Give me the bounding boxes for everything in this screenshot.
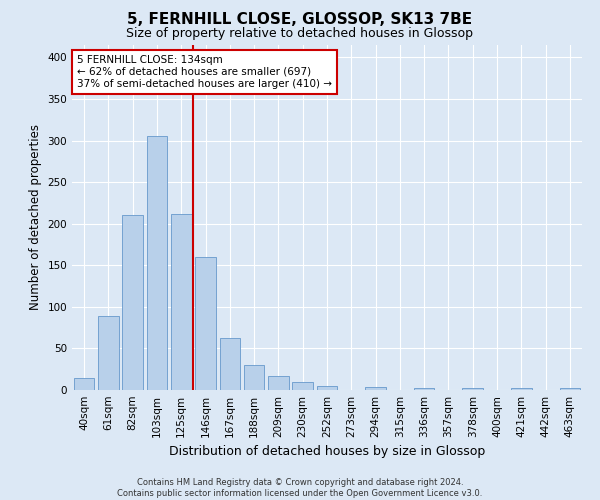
Text: Contains HM Land Registry data © Crown copyright and database right 2024.
Contai: Contains HM Land Registry data © Crown c… bbox=[118, 478, 482, 498]
Bar bbox=[292, 382, 313, 390]
Bar bbox=[560, 388, 580, 390]
Text: 5 FERNHILL CLOSE: 134sqm
← 62% of detached houses are smaller (697)
37% of semi-: 5 FERNHILL CLOSE: 134sqm ← 62% of detach… bbox=[77, 56, 332, 88]
X-axis label: Distribution of detached houses by size in Glossop: Distribution of detached houses by size … bbox=[169, 446, 485, 458]
Text: 5, FERNHILL CLOSE, GLOSSOP, SK13 7BE: 5, FERNHILL CLOSE, GLOSSOP, SK13 7BE bbox=[127, 12, 473, 28]
Bar bbox=[463, 388, 483, 390]
Text: Size of property relative to detached houses in Glossop: Size of property relative to detached ho… bbox=[127, 28, 473, 40]
Bar bbox=[74, 378, 94, 390]
Bar bbox=[511, 388, 532, 390]
Bar bbox=[317, 386, 337, 390]
Bar bbox=[171, 214, 191, 390]
Y-axis label: Number of detached properties: Number of detached properties bbox=[29, 124, 42, 310]
Bar bbox=[195, 257, 216, 390]
Bar bbox=[146, 136, 167, 390]
Bar bbox=[122, 216, 143, 390]
Bar bbox=[268, 376, 289, 390]
Bar bbox=[244, 365, 265, 390]
Bar bbox=[414, 388, 434, 390]
Bar bbox=[365, 386, 386, 390]
Bar bbox=[220, 338, 240, 390]
Bar bbox=[98, 316, 119, 390]
